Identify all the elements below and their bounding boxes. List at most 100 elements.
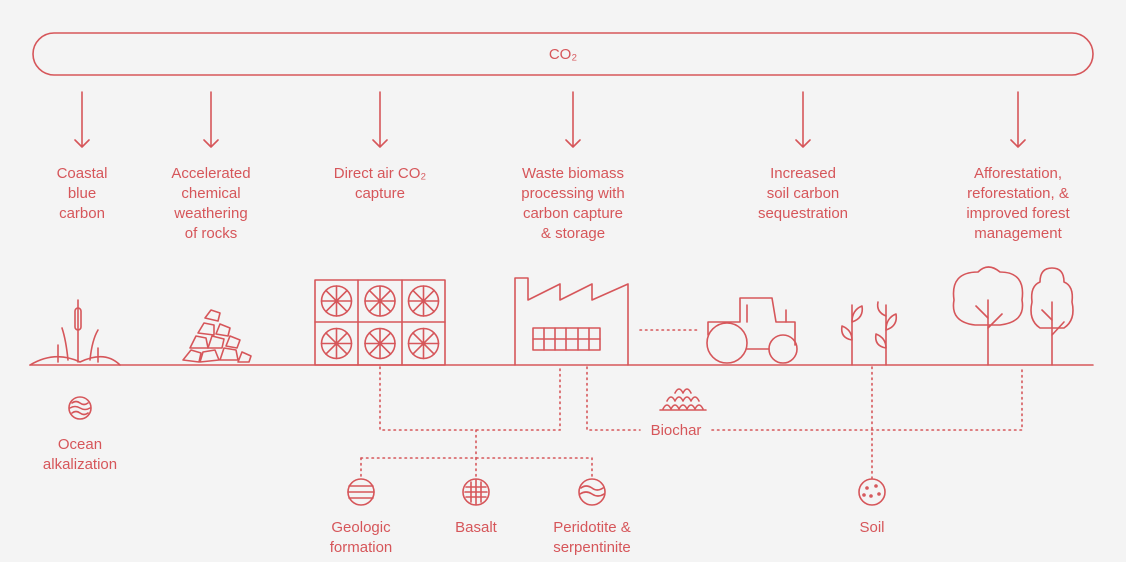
trees-icon-part [952,266,1024,326]
storage-label: Basalt [455,519,498,536]
rocks-icon-part [197,322,215,336]
plants-icon-part [840,325,853,341]
biochar-icon-part [662,404,704,410]
co2-label: CO₂ [549,46,578,63]
cattail-icon [29,299,121,366]
storage-icons-part [578,478,606,506]
method-label: blue [68,185,96,202]
method-label: processing with [521,185,624,202]
method-label: reforestation, & [967,185,1069,202]
fan-blades [320,327,353,360]
tractor-icon-part [707,297,796,346]
plants-icon-part [876,301,887,317]
ocean-label: alkalization [43,456,117,473]
trees-icon-part [975,305,989,319]
ocean-icon-part [71,400,89,406]
rocks-icon-part [189,335,209,349]
storage-icons-part [858,478,886,506]
biochar-icon-part [666,396,700,402]
fan-blades [364,285,396,317]
method-label: Waste biomass [522,165,624,182]
arrows [74,91,1026,148]
arrow [565,91,581,148]
biochar-label: Biochar [651,422,702,439]
factory-icon [514,277,629,366]
arrow [795,91,811,148]
arrow [203,91,219,148]
ocean-icon [68,396,92,420]
plants-icon-part [885,313,898,331]
trees-icon-part [1030,267,1074,329]
method-label: Afforestation, [974,165,1062,182]
method-label: Accelerated [171,165,250,182]
plants-icon-part [851,305,864,323]
method-label: carbon [59,205,105,222]
method-label: carbon capture [523,205,623,222]
storage-icons-part [862,493,866,497]
method-label: Coastal [57,165,108,182]
storage-icons-part [464,479,488,505]
dotted-network-part [711,366,1023,431]
method-label: management [974,225,1062,242]
storage-label: Peridotite & [553,519,631,536]
ocean-icon-part [69,405,91,411]
rocks-icon-part [207,335,225,349]
storage-icons-part [869,494,873,498]
arrow [74,91,90,148]
rocks-icon-part [237,351,252,363]
biochar-icon [659,388,707,411]
rocks-icon-part [215,323,231,337]
biochar-icon-part [674,388,692,394]
method-label: soil carbon [767,185,840,202]
ocean-icon-part [68,396,92,420]
fan-blades [364,327,396,360]
method-label: weathering [173,205,247,222]
rocks-icon [182,309,252,363]
method-label: chemical [181,185,240,202]
rocks-icon-part [219,347,239,361]
method-label: sequestration [758,205,848,222]
method-label: Direct air CO₂ [334,165,427,182]
rocks-icon-part [199,349,220,363]
trees-icon [952,266,1074,366]
arrow [1010,91,1026,148]
plants-icon [840,301,898,366]
method-label: improved forest [966,205,1070,222]
ocean-icon-part [71,410,89,416]
cattail-icon-part [74,307,82,331]
dotted-network-part [379,366,561,431]
storage-label: serpentinite [553,539,631,556]
arrow [372,91,388,148]
rocks-icon-part [182,349,202,363]
method-label: & storage [541,225,605,242]
tractor-icon-part [706,322,748,364]
rocks-icon-part [204,309,221,322]
dotted-network [360,366,1023,479]
storage-label: formation [330,539,393,556]
fan-blades [320,285,353,317]
co2-pill [32,32,1094,76]
storage-icons-part [579,485,605,497]
cattail-icon-part [29,355,121,366]
trees-icon-part [1041,309,1053,321]
cattail-icon-part [61,327,69,361]
method-label: of rocks [185,225,238,242]
method-label: Increased [770,165,836,182]
rocks-icon-part [225,335,241,349]
dac-fans-icon [314,279,446,366]
ocean-label: Ocean [58,436,102,453]
cattail-icon-part [89,329,99,361]
method-label: capture [355,185,405,202]
plants-icon-part [874,333,887,349]
storage-label: Geologic [331,519,391,536]
fan-blades [407,285,440,317]
storage-icons-part [877,492,881,496]
dotted-network-part [586,366,641,431]
storage-icons-part [462,478,490,506]
tractor-icon [706,297,798,364]
storage-icons [347,478,886,506]
storage-label: Soil [859,519,884,536]
